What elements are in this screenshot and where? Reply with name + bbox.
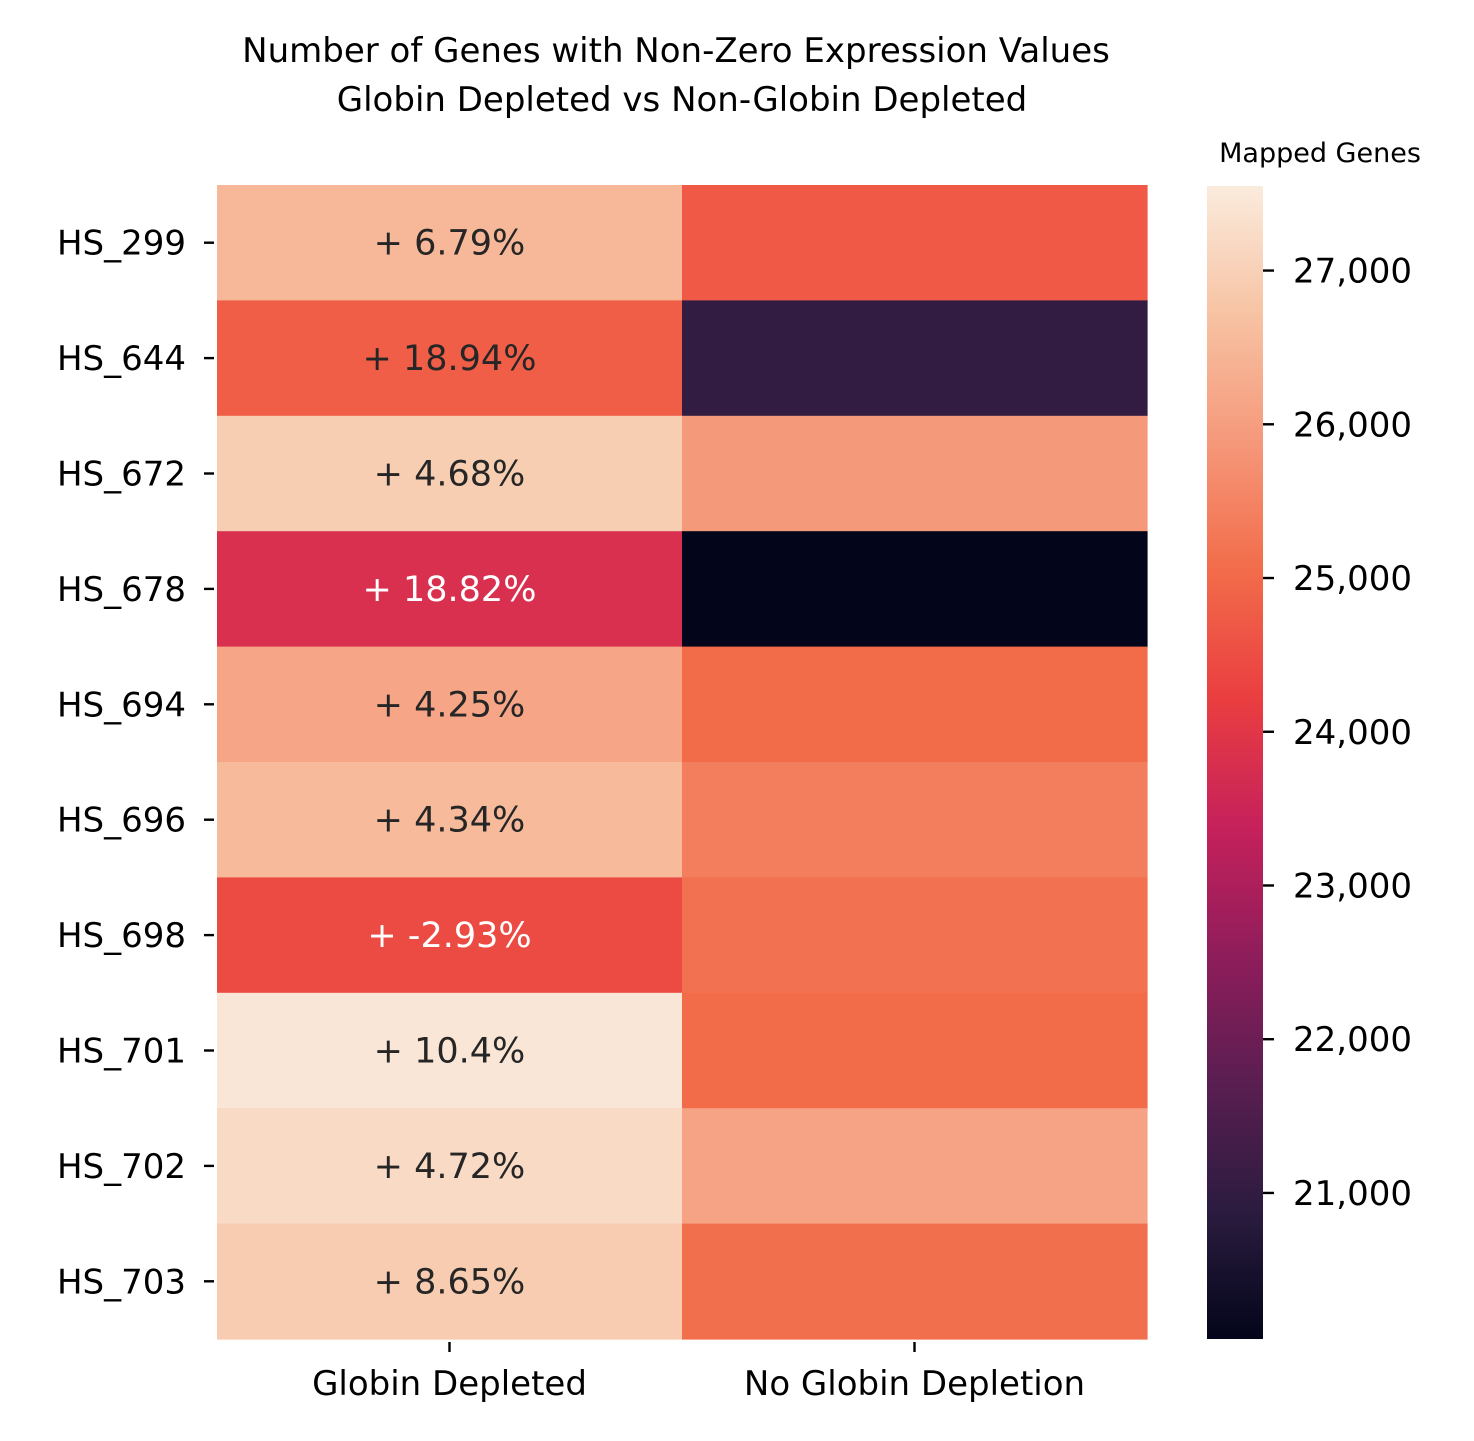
heatmap-cell — [217, 1223, 683, 1340]
y-tick-label: HS_694 — [57, 685, 186, 725]
colorbar-tick-label: 25,000 — [1293, 559, 1412, 599]
heatmap-cell — [217, 992, 683, 1109]
cell-annotation: + 18.94% — [363, 339, 537, 379]
heatmap-cell — [682, 992, 1148, 1109]
colorbar-tick-label: 26,000 — [1293, 405, 1412, 445]
colorbar-tick-label: 23,000 — [1293, 866, 1412, 906]
chart-subtitle: Globin Depleted vs Non-Globin Depleted — [337, 80, 1027, 120]
colorbar-tick-label: 27,000 — [1293, 252, 1412, 292]
colorbar-tick-label: 22,000 — [1293, 1020, 1412, 1060]
y-tick-label: HS_678 — [57, 570, 186, 610]
x-tick-label: No Globin Depletion — [744, 1364, 1085, 1404]
cell-annotation: + 4.68% — [374, 455, 526, 495]
colorbar-label: Mapped Genes — [1219, 138, 1421, 169]
colorbar: Mapped Genes 21,000 22,000 23,000 24,000 25,… — [1207, 138, 1421, 1339]
heatmap-cell — [217, 415, 683, 532]
cell-annotation: + 4.72% — [374, 1147, 526, 1187]
colorbar-tick-label: 24,000 — [1293, 713, 1412, 753]
y-tick-label: HS_698 — [57, 916, 186, 956]
colorbar-tick-label: 21,000 — [1293, 1174, 1412, 1214]
cell-annotation: + -2.93% — [367, 916, 531, 956]
heatmap-cell — [217, 531, 683, 648]
colorbar-ticks: 21,000 22,000 23,000 24,000 25,000 26,000 27,0… — [1263, 252, 1412, 1214]
heatmap-cell — [682, 415, 1148, 532]
heatmap-cell — [682, 762, 1148, 878]
x-axis: Globin Depleted No Globin Depletion — [312, 1342, 1085, 1404]
y-tick-label: HS_644 — [57, 339, 186, 379]
heatmap-cell — [217, 300, 683, 417]
cell-annotation: + 4.34% — [374, 801, 526, 841]
y-tick-label: HS_696 — [57, 801, 186, 841]
heatmap-cell — [682, 300, 1148, 417]
heatmap-cell — [217, 762, 683, 878]
heatmap-cell — [682, 185, 1148, 301]
heatmap-cell — [682, 1223, 1148, 1340]
heatmap-cells — [217, 185, 1148, 1340]
y-tick-label: HS_702 — [57, 1147, 186, 1187]
y-tick-label: HS_701 — [57, 1032, 186, 1072]
heatmap-cell — [217, 185, 683, 301]
x-tick-label: Globin Depleted — [312, 1364, 587, 1404]
chart-title: Number of Genes with Non-Zero Expression… — [242, 31, 1110, 71]
heatmap-cell — [217, 1108, 683, 1225]
colorbar-gradient — [1207, 186, 1263, 1339]
cell-annotation: + 8.65% — [374, 1262, 526, 1302]
heatmap-cell — [682, 1108, 1148, 1225]
heatmap-cell — [682, 877, 1148, 994]
heatmap-cell — [682, 531, 1148, 648]
y-axis: HS_299 HS_644 HS_672 HS_678 HS_694 HS_696 HS_6… — [57, 224, 214, 1302]
cell-annotation: + 18.82% — [363, 570, 537, 610]
heatmap-cell — [682, 646, 1148, 763]
heatmap-cell — [217, 877, 683, 994]
cell-annotations: + 6.79% + 18.94% + 4.68% + 18.82% + 4.25% + 4… — [363, 224, 537, 1303]
y-tick-label: HS_299 — [57, 224, 186, 264]
cell-annotation: + 10.4% — [374, 1032, 526, 1072]
cell-annotation: + 4.25% — [374, 685, 526, 725]
cell-annotation: + 6.79% — [374, 224, 526, 264]
y-tick-label: HS_672 — [57, 455, 186, 495]
heatmap-cell — [217, 646, 683, 763]
y-tick-label: HS_703 — [57, 1262, 186, 1302]
